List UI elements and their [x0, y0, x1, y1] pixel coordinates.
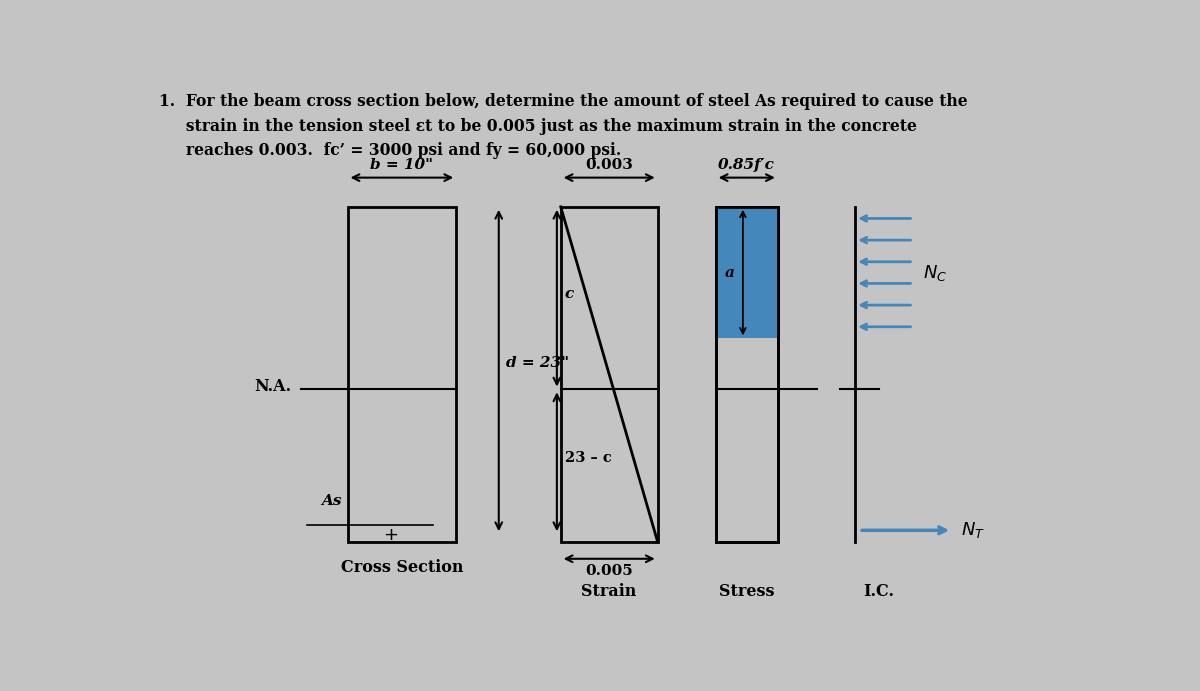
Text: $N_C$: $N_C$: [923, 263, 947, 283]
Text: Cross Section: Cross Section: [341, 559, 463, 576]
Bar: [348, 207, 456, 542]
Text: 1.  For the beam cross section below, determine the amount of steel As required : 1. For the beam cross section below, det…: [160, 93, 968, 110]
Bar: [715, 207, 778, 542]
Text: reaches 0.003.  fc’ = 3000 psi and fy = 60,000 psi.: reaches 0.003. fc’ = 3000 psi and fy = 6…: [160, 142, 622, 159]
Bar: [560, 207, 658, 542]
Text: 0.005: 0.005: [586, 564, 634, 578]
Text: As: As: [320, 494, 342, 508]
Text: b = 10": b = 10": [371, 158, 433, 172]
Text: strain in the tension steel εt to be 0.005 just as the maximum strain in the con: strain in the tension steel εt to be 0.0…: [160, 117, 917, 135]
Text: 0.003: 0.003: [586, 158, 634, 172]
Text: 23 – c: 23 – c: [565, 451, 611, 465]
Text: $N_T$: $N_T$: [961, 520, 985, 540]
Text: Stress: Stress: [719, 583, 774, 600]
Bar: [715, 207, 778, 339]
Text: N.A.: N.A.: [254, 378, 292, 395]
Bar: [715, 207, 778, 542]
Text: c: c: [565, 287, 574, 301]
Text: 0.85f′c: 0.85f′c: [719, 158, 775, 172]
Text: I.C.: I.C.: [863, 583, 894, 600]
Text: Strain: Strain: [582, 583, 637, 600]
Text: a: a: [725, 265, 736, 280]
Text: d = 23": d = 23": [506, 356, 570, 370]
Text: +: +: [383, 527, 397, 545]
